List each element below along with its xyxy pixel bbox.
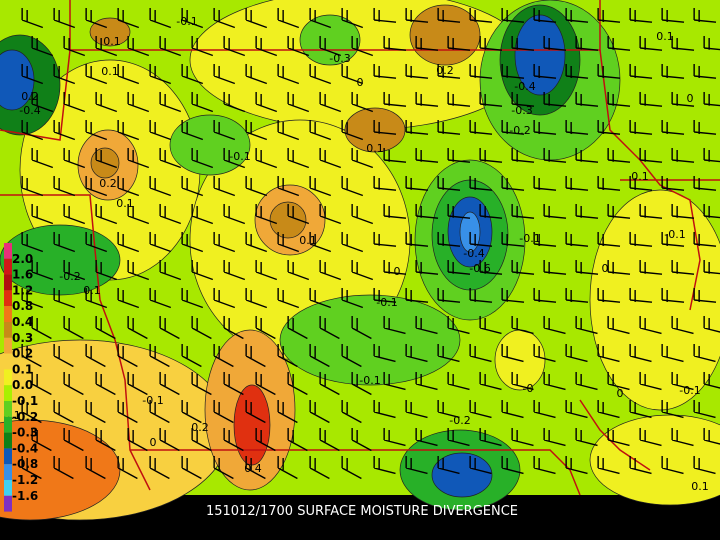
field-blob xyxy=(514,14,566,96)
field-blob xyxy=(0,224,121,296)
legend-label: -0.8 xyxy=(12,457,38,471)
legend-label: 1.2 xyxy=(12,283,33,297)
contour-label: 0.4 xyxy=(244,462,262,475)
contour-label: -0.4 xyxy=(463,247,484,260)
contour-label: -0 xyxy=(523,382,534,395)
field-blob xyxy=(279,294,461,386)
border-line xyxy=(130,449,581,496)
field-blob xyxy=(344,107,406,153)
contour-labels: -0.10.10.1-0.300.2-0.4-0.3-0.20.100.10.1… xyxy=(3,15,709,493)
legend-label: -0.4 xyxy=(12,441,38,455)
legend-swatch xyxy=(4,369,12,386)
contour-label: 0.1 xyxy=(83,284,101,297)
border-line xyxy=(69,0,601,51)
footer-title: 151012/1700 SURFACE MOISTURE DIVERGENCE xyxy=(206,504,518,519)
legend-label: 0.8 xyxy=(12,299,33,313)
contour-label: 0.1 xyxy=(103,35,121,48)
contour-label: -0.6 xyxy=(469,262,490,275)
border-line xyxy=(0,194,151,491)
legend-label: 1.6 xyxy=(12,268,33,282)
legend-label: 0.3 xyxy=(12,331,33,345)
legend-label: -1.6 xyxy=(12,489,38,503)
contour-label: 0 xyxy=(687,92,694,105)
legend-swatch xyxy=(4,416,12,433)
field-blob xyxy=(169,114,251,176)
legend-swatch xyxy=(4,464,12,480)
contour-label: 0.1 xyxy=(691,480,709,493)
contour-label: 0.2 xyxy=(191,421,209,434)
contour-label: -0.2 xyxy=(509,124,530,137)
field-blob xyxy=(269,201,307,239)
legend-label: -0.3 xyxy=(12,426,38,440)
legend-label: 0.2 xyxy=(12,347,33,361)
legend-swatch xyxy=(4,322,12,338)
contour-label: -0.1 xyxy=(519,232,540,245)
border-line xyxy=(599,49,701,311)
legend-swatch xyxy=(4,290,12,307)
contour-label: 0.1 xyxy=(631,170,649,183)
contour-label: -0.1 xyxy=(376,296,397,309)
legend-swatch xyxy=(4,353,12,370)
color-legend: 2.01.61.20.80.40.30.20.10.0-0.1-0.2-0.3-… xyxy=(4,243,38,512)
contour-label: -0.1 xyxy=(142,394,163,407)
contour-label: 0 xyxy=(602,262,609,275)
legend-swatch xyxy=(4,258,12,275)
legend-label: 0.0 xyxy=(12,378,33,392)
contour-label: 0.1 xyxy=(116,197,134,210)
legend-swatch xyxy=(4,480,12,496)
contour-label: 0.2 xyxy=(21,90,39,103)
contour-label: 0 xyxy=(394,265,401,278)
contour-label: -0.3 xyxy=(511,104,532,117)
contour-label: 0.1 xyxy=(366,142,384,155)
contour-label: 0 xyxy=(357,76,364,89)
borders xyxy=(0,0,720,496)
legend-swatch xyxy=(4,306,12,322)
contour-label: -0.1 xyxy=(229,150,250,163)
legend-label: -0.1 xyxy=(12,394,38,408)
legend-swatch xyxy=(4,243,12,259)
legend-swatch xyxy=(4,495,12,512)
contour-label: -0.1 xyxy=(664,228,685,241)
legend-label: 2.0 xyxy=(12,252,33,266)
legend-swatch xyxy=(4,337,12,354)
contour-label: 0.1 xyxy=(101,65,119,78)
contour-label: -0.1 xyxy=(176,15,197,28)
contour-label: 0 xyxy=(617,387,624,400)
legend-label: 0.4 xyxy=(12,315,33,329)
contour-label: -0.2 xyxy=(59,270,80,283)
contour-label: 0 xyxy=(150,436,157,449)
contour-label: 0.2 xyxy=(436,64,454,77)
legend-swatch xyxy=(4,274,12,291)
legend-label: -0.2 xyxy=(12,410,38,424)
contour-label: -0.3 xyxy=(329,52,350,65)
field-blob xyxy=(299,14,361,66)
legend-swatch xyxy=(4,432,12,449)
legend-swatch xyxy=(4,385,12,401)
contour-label: -0.4 xyxy=(19,104,40,117)
contour-label: 0.1 xyxy=(656,30,674,43)
contour-label: -0.2 xyxy=(449,414,470,427)
wind-barbs xyxy=(21,8,720,480)
field-blob xyxy=(233,384,271,466)
legend-label: 0.1 xyxy=(12,362,33,376)
field-blob xyxy=(589,414,720,506)
field: -0.10.10.1-0.300.2-0.4-0.3-0.20.100.10.1… xyxy=(0,0,720,521)
contour-label: 0.2 xyxy=(99,177,117,190)
contour-label: -0.4 xyxy=(514,80,535,93)
field-blob xyxy=(431,452,493,498)
field-blob xyxy=(0,419,121,521)
contour-label: -0.1 xyxy=(359,374,380,387)
legend-swatch xyxy=(4,401,12,417)
contour-label: -0.1 xyxy=(679,384,700,397)
legend-swatch xyxy=(4,448,12,465)
legend-label: -1.2 xyxy=(12,473,38,487)
contour-label: 0.1 xyxy=(299,234,317,247)
field-blob xyxy=(589,189,720,411)
